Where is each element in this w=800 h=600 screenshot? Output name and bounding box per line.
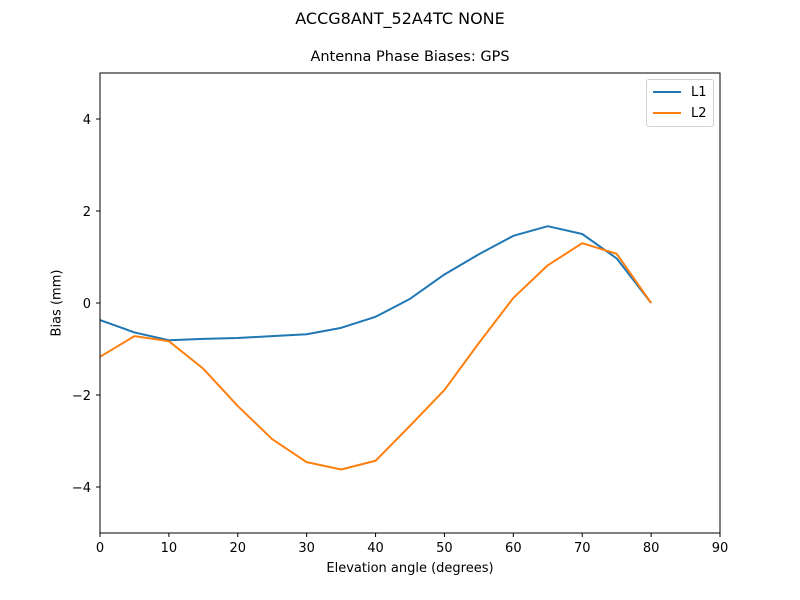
axes-frame — [99, 72, 721, 534]
y-axis-ticks: −4 −2 0 2 4 — [72, 113, 100, 496]
x-tick-label: 20 — [230, 541, 247, 556]
x-tick-label: 90 — [712, 541, 729, 556]
y-tick-label: 4 — [83, 113, 91, 128]
x-axis-label: Elevation angle (degrees) — [326, 561, 494, 576]
x-tick-label: 0 — [96, 541, 104, 556]
x-axis-ticks: 0 10 20 30 40 50 60 70 80 90 — [96, 533, 728, 556]
x-tick-label: 30 — [298, 541, 315, 556]
legend-item-l1: L1 — [653, 83, 707, 101]
chart-title: Antenna Phase Biases: GPS — [310, 49, 510, 65]
x-tick-label: 10 — [161, 541, 178, 556]
x-tick-label: 40 — [367, 541, 384, 556]
series-line-l2 — [99, 242, 652, 471]
legend-label-l2: L2 — [691, 105, 707, 121]
legend: L1 L2 — [646, 79, 714, 127]
x-tick-label: 60 — [505, 541, 522, 556]
legend-item-l2: L2 — [653, 104, 707, 122]
plot-lines — [99, 225, 652, 471]
y-tick-label: 0 — [83, 297, 91, 312]
y-axis-label: Bias (mm) — [49, 269, 65, 337]
x-tick-label: 80 — [643, 541, 660, 556]
figure-suptitle: ACCG8ANT_52A4TC NONE — [295, 9, 505, 28]
y-tick-label: −2 — [72, 389, 91, 404]
legend-label-l1: L1 — [691, 84, 707, 100]
y-tick-label: 2 — [83, 205, 91, 220]
legend-swatch-l1 — [653, 91, 681, 93]
x-tick-label: 70 — [574, 541, 591, 556]
series-line-l1 — [99, 225, 652, 342]
x-tick-label: 50 — [436, 541, 453, 556]
legend-swatch-l2 — [653, 112, 681, 114]
y-tick-label: −4 — [72, 481, 91, 496]
